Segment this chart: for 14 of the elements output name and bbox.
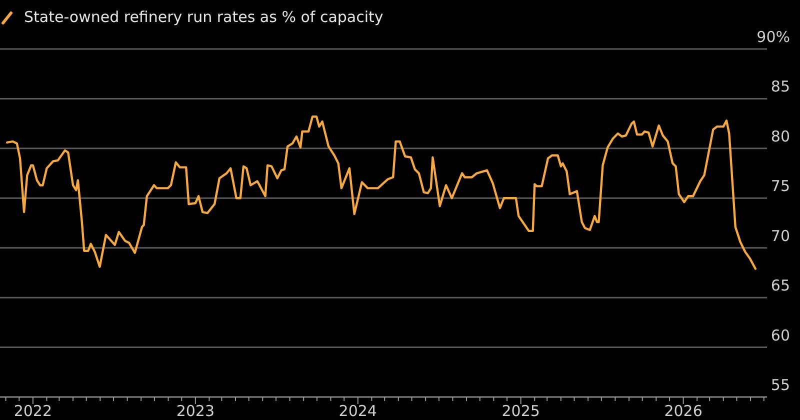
x-tick-label: 2023 [176, 402, 215, 420]
y-tick-label: 90% [756, 28, 790, 46]
y-tick-label: 55 [770, 376, 790, 394]
y-tick-label: 60 [770, 326, 790, 344]
y-tick-label: 70 [770, 226, 790, 245]
y-tick-label: 85 [770, 78, 790, 96]
x-tick-label: 2024 [338, 402, 377, 420]
x-tick-label: 2026 [664, 402, 702, 420]
x-tick-label: 2022 [14, 402, 52, 420]
legend-label: State-owned refinery run rates as % of capacity [24, 8, 384, 26]
y-tick-label: 75 [770, 177, 790, 196]
x-tick-label: 2025 [502, 402, 540, 420]
y-tick-label: 80 [770, 127, 790, 146]
y-tick-label: 65 [770, 276, 790, 295]
